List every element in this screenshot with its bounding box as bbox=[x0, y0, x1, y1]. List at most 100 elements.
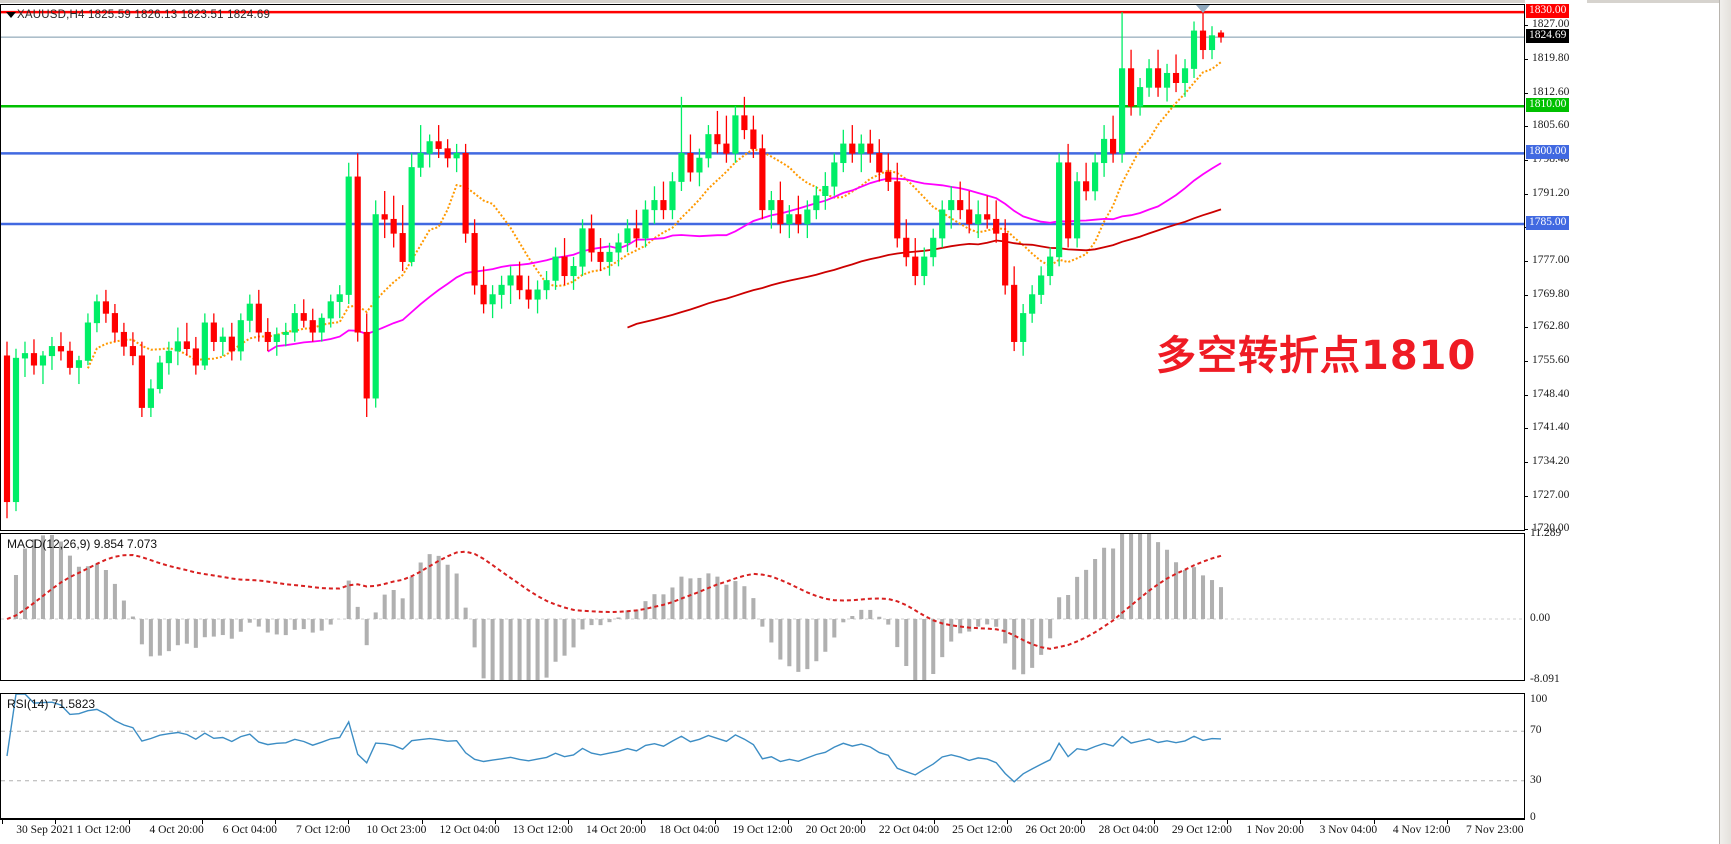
price-axis-tick-label: 1734.20 bbox=[1532, 455, 1570, 468]
time-axis-tick-label: 25 Oct 12:00 bbox=[952, 824, 1013, 836]
time-axis-tick-mark bbox=[1300, 820, 1302, 824]
price-axis-tick-mark bbox=[1525, 462, 1528, 464]
price-axis-tick-label: 1805.60 bbox=[1532, 118, 1570, 131]
time-axis-tick-label: 19 Oct 12:00 bbox=[732, 824, 793, 836]
time-axis-tick-label: 18 Oct 04:00 bbox=[659, 824, 720, 836]
price-axis-badge[interactable]: 1785.00 bbox=[1526, 215, 1570, 230]
rsi-plot-area[interactable] bbox=[1, 694, 1524, 818]
price-axis-tick-mark bbox=[1525, 496, 1528, 498]
price-axis-tick-label: 1827.00 bbox=[1532, 18, 1570, 31]
macd-indicator-label: MACD(12,26,9) 9.854 7.073 bbox=[7, 537, 158, 551]
time-axis-tick-mark bbox=[934, 820, 936, 824]
macd-axis-tick-label: 11.289 bbox=[1530, 527, 1562, 539]
time-axis-tick-label: 7 Oct 12:00 bbox=[295, 824, 351, 836]
time-axis-tick-label: 20 Oct 20:00 bbox=[805, 824, 866, 836]
time-axis-tick-mark bbox=[1446, 820, 1448, 824]
price-axis-tick-mark bbox=[1525, 159, 1528, 161]
price-axis-tick-mark bbox=[1525, 59, 1528, 61]
price-axis-tick-mark bbox=[1525, 25, 1528, 27]
time-axis-tick-mark bbox=[128, 820, 130, 824]
price-axis-tick-label: 1819.80 bbox=[1532, 52, 1570, 65]
price-axis-tick-label: 1720.00 bbox=[1532, 522, 1570, 534]
price-axis-badge[interactable]: 1824.69 bbox=[1526, 29, 1570, 44]
price-axis[interactable]: 1827.001819.801812.601805.601798.401791.… bbox=[1525, 0, 1587, 844]
time-axis-tick-mark bbox=[494, 820, 496, 824]
time-axis-tick-mark bbox=[714, 820, 716, 824]
time-axis-tick-mark bbox=[275, 820, 277, 824]
time-axis-tick-label: 13 Oct 12:00 bbox=[512, 824, 573, 836]
price-axis-tick-mark bbox=[1525, 92, 1528, 94]
chart-annotation-text: 多空转折点1810 bbox=[1156, 333, 1477, 379]
time-axis-tick-mark bbox=[1153, 820, 1155, 824]
symbol-header-label: XAUUSD,H4 1825.59 1826.13 1823.51 1824.6… bbox=[17, 9, 271, 21]
macd-axis-tick-label: -8.091 bbox=[1530, 673, 1560, 685]
time-axis-tick-mark bbox=[1227, 820, 1229, 824]
rsi-indicator-label: RSI(14) 71.5823 bbox=[7, 697, 96, 711]
price-axis-badge[interactable]: 1810.00 bbox=[1526, 98, 1570, 113]
time-axis-tick-mark bbox=[421, 820, 423, 824]
price-axis-tick-label: 1762.80 bbox=[1532, 320, 1570, 333]
time-axis-tick-mark bbox=[568, 820, 570, 824]
time-axis-tick-label: 28 Oct 04:00 bbox=[1098, 824, 1159, 836]
time-axis-tick-mark bbox=[1373, 820, 1375, 824]
price-axis-tick-label: 1755.60 bbox=[1532, 354, 1570, 367]
time-axis-tick-mark bbox=[860, 820, 862, 824]
price-axis-tick-label: 1777.00 bbox=[1532, 253, 1570, 266]
price-axis-tick-mark bbox=[1525, 361, 1528, 363]
time-axis-tick-label: 4 Oct 20:00 bbox=[149, 824, 204, 836]
time-axis-tick-mark bbox=[201, 820, 203, 824]
price-axis-tick-label: 1748.40 bbox=[1532, 388, 1570, 401]
time-axis-tick-mark bbox=[787, 820, 789, 824]
price-axis-tick-label: 1741.40 bbox=[1532, 421, 1570, 434]
price-axis-tick-mark bbox=[1525, 294, 1528, 296]
time-axis-tick-label: 12 Oct 04:00 bbox=[439, 824, 500, 836]
time-axis-tick-mark bbox=[1007, 820, 1009, 824]
time-axis-tick-mark bbox=[55, 820, 57, 824]
time-axis-tick-label: 1 Nov 20:00 bbox=[1246, 824, 1304, 836]
price-axis-tick-label: 1769.80 bbox=[1532, 287, 1570, 300]
price-axis-tick-label: 1727.00 bbox=[1532, 489, 1570, 502]
price-axis-badge[interactable]: 1800.00 bbox=[1526, 145, 1570, 160]
price-axis-tick-mark bbox=[1525, 327, 1528, 329]
time-axis-tick-label: 26 Oct 20:00 bbox=[1025, 824, 1086, 836]
price-axis-badge[interactable]: 1830.00 bbox=[1526, 4, 1570, 19]
window-top-strip bbox=[0, 0, 1731, 3]
time-axis-tick-mark bbox=[1080, 820, 1082, 824]
price-axis-tick-mark bbox=[1525, 529, 1528, 530]
time-axis[interactable]: 30 Sep 2021 1 Oct 12:00 4 Oct 20:00 6 Oct 0… bbox=[0, 819, 1525, 844]
vertical-scrollbar[interactable] bbox=[1719, 0, 1731, 844]
rsi-axis-tick-label: 30 bbox=[1530, 773, 1542, 786]
price-axis-tick-mark bbox=[1525, 260, 1528, 262]
time-axis-tick-label: 10 Oct 23:00 bbox=[366, 824, 427, 836]
rsi-chart-panel[interactable]: RSI(14) 71.5823 bbox=[0, 693, 1525, 819]
time-axis-tick-mark bbox=[641, 820, 643, 824]
time-axis-tick-mark bbox=[2, 820, 3, 824]
price-axis-tick-label: 1791.20 bbox=[1532, 186, 1570, 199]
time-axis-tick-label: 30 Sep 2021 bbox=[16, 824, 74, 836]
price-axis-tick-mark bbox=[1525, 428, 1528, 430]
rsi-axis-tick-label: 100 bbox=[1530, 693, 1548, 705]
time-axis-tick-label: 14 Oct 20:00 bbox=[586, 824, 647, 836]
chart-collapse-arrow-icon[interactable] bbox=[6, 12, 16, 18]
crosshair-marker-icon bbox=[1196, 5, 1210, 13]
price-axis-tick-label: 1812.60 bbox=[1532, 85, 1570, 98]
rsi-axis-tick-label: 70 bbox=[1530, 724, 1542, 737]
time-axis-tick-label: 22 Oct 04:00 bbox=[878, 824, 939, 836]
time-axis-tick-label: 3 Nov 04:00 bbox=[1319, 824, 1378, 836]
price-axis-tick-mark bbox=[1525, 193, 1528, 195]
time-axis-tick-label: 4 Nov 12:00 bbox=[1392, 824, 1451, 836]
macd-chart-panel[interactable]: MACD(12,26,9) 9.854 7.073 bbox=[0, 533, 1525, 681]
price-chart-panel[interactable]: 多空转折点1810 XAUUSD,H4 1825.59 1826.13 1823… bbox=[0, 4, 1525, 531]
price-axis-tick-mark bbox=[1525, 125, 1528, 127]
price-plot-area[interactable]: 多空转折点1810 bbox=[1, 5, 1524, 530]
time-axis-tick-label: 29 Oct 12:00 bbox=[1171, 824, 1232, 836]
time-axis-tick-label: 1 Oct 12:00 bbox=[76, 824, 131, 836]
rsi-axis-tick-label: 0 bbox=[1530, 811, 1536, 823]
time-axis-tick-label: 6 Oct 04:00 bbox=[222, 824, 278, 836]
macd-axis-tick-label: 0.00 bbox=[1530, 612, 1551, 625]
time-axis-tick-mark bbox=[348, 820, 350, 824]
price-axis-tick-mark bbox=[1525, 395, 1528, 397]
time-axis-tick-label: 7 Nov 23:00 bbox=[1466, 824, 1524, 836]
macd-plot-area[interactable] bbox=[1, 534, 1524, 680]
